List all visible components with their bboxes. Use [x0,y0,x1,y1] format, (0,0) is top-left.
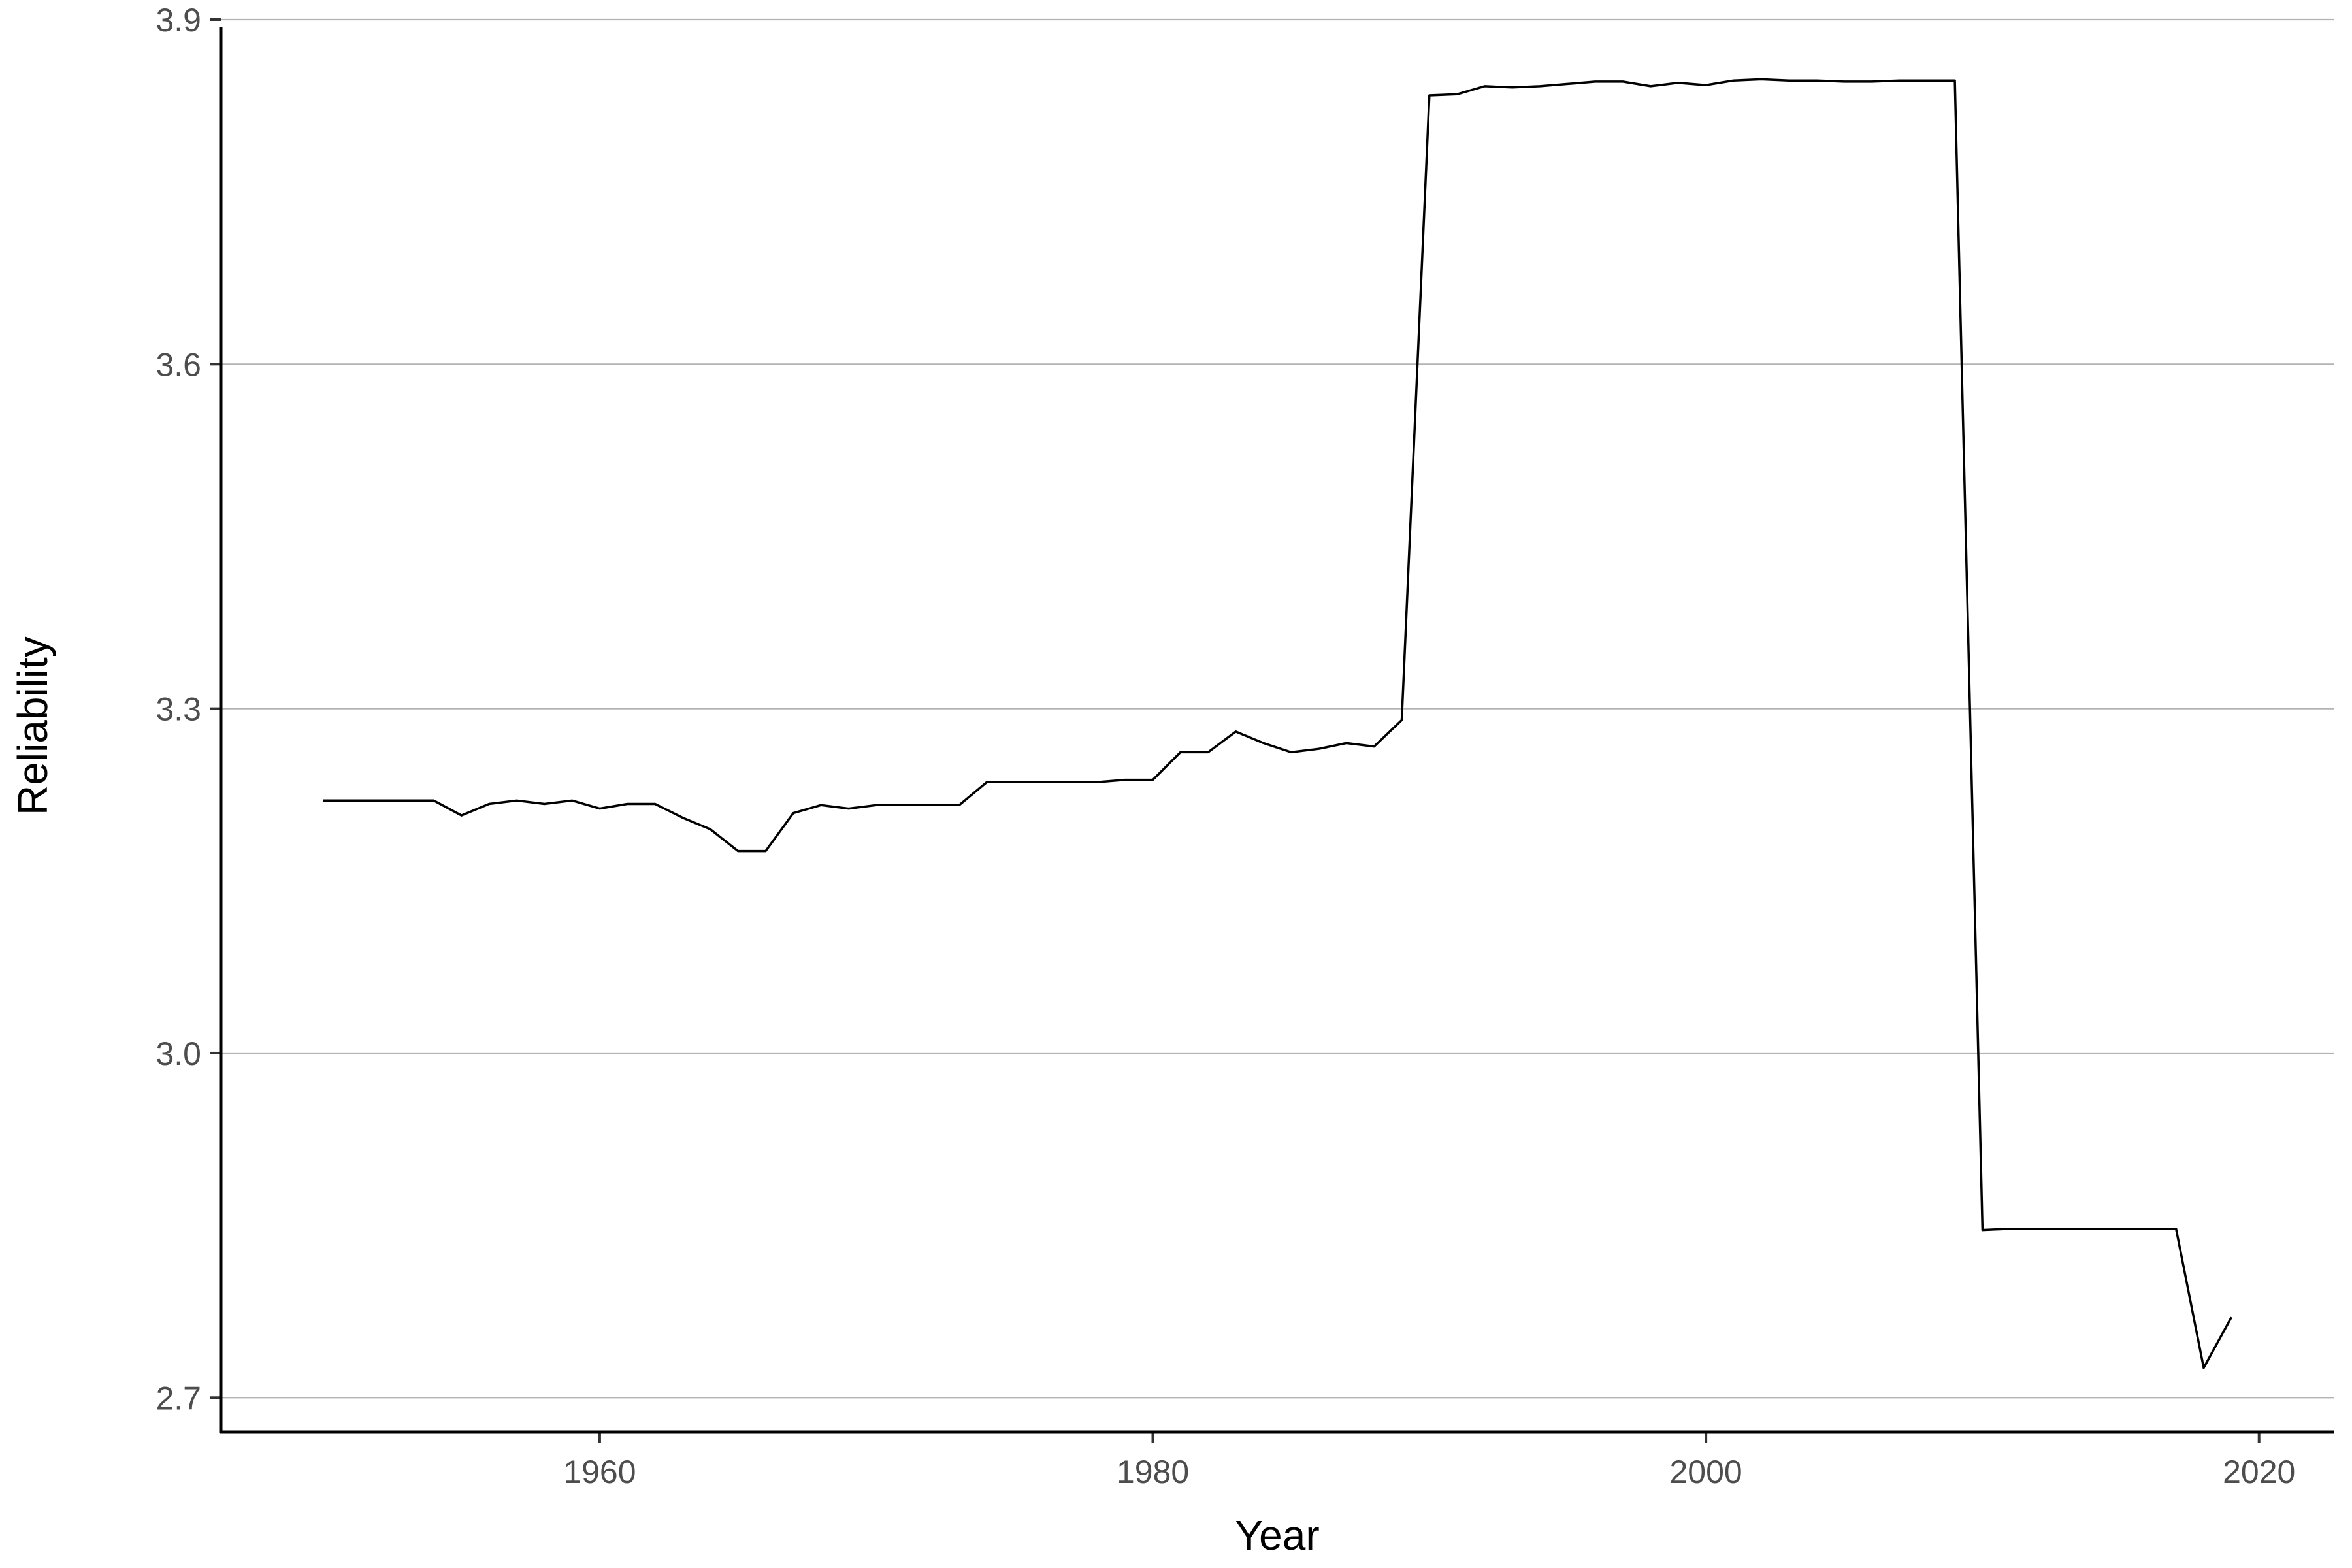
x-tick-label: 1960 [563,1454,636,1490]
x-tick-label: 1980 [1117,1454,1189,1490]
y-tick-label: 3.9 [155,2,201,39]
series-line [323,78,2232,1369]
y-axis-title: Reliability [9,636,56,815]
y-tick-label: 3.6 [155,346,201,383]
x-axis-title: Year [1235,1512,1319,1559]
y-tick-label: 2.7 [155,1380,201,1416]
x-axis-ticks: 1960 1980 2000 2020 [563,1432,2295,1490]
y-tick-label: 3.3 [155,691,201,728]
x-tick-label: 2000 [1669,1454,1742,1490]
y-axis-ticks: 2.7 3.0 3.3 3.6 3.9 [155,2,221,1416]
y-tick-label: 3.0 [155,1036,201,1072]
gridlines [221,18,2334,1399]
x-tick-label: 2020 [2223,1454,2295,1490]
